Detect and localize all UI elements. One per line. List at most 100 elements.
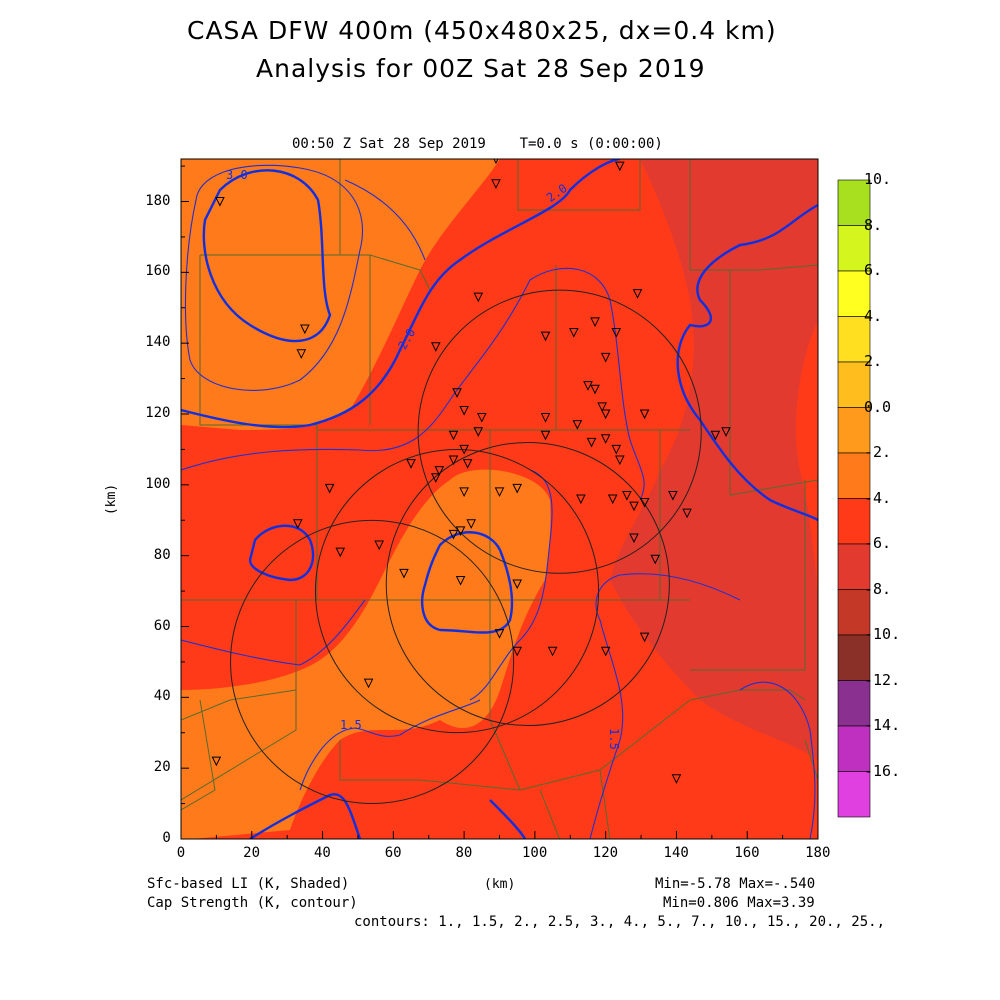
station-marker (600, 409, 611, 420)
station-marker (215, 197, 225, 207)
station-marker (668, 490, 678, 501)
x-tick-label: 40 (313, 845, 331, 861)
station-marker (569, 328, 579, 338)
x-tick-label: 100 (521, 845, 548, 861)
colorbar-swatch (837, 771, 871, 818)
station-marker (629, 533, 639, 544)
station-marker (629, 501, 639, 512)
station-marker (600, 434, 611, 444)
station-markers (211, 159, 731, 784)
contour-label-3p0: 3.0 (226, 168, 248, 182)
station-marker (430, 473, 441, 483)
y-tick-label: 120 (145, 405, 171, 421)
colorbar-swatch (837, 543, 871, 590)
station-marker (296, 349, 307, 359)
x-tick-label: 60 (384, 845, 402, 861)
station-marker (590, 317, 600, 328)
station-marker (607, 494, 618, 505)
footer-contour-levels: contours: 1., 1.5, 2., 2.5, 3., 4., 5., … (354, 914, 886, 930)
station-marker (615, 455, 625, 466)
contour-2p0-center (421, 531, 514, 634)
station-marker (473, 427, 484, 437)
station-marker (586, 437, 597, 448)
contour-1p5-nw (184, 164, 364, 391)
radar-ring-3 (385, 441, 670, 727)
radar-ring-4 (417, 289, 702, 574)
station-marker (671, 774, 682, 784)
station-marker (399, 568, 409, 579)
station-marker (335, 547, 346, 558)
x-tick-label: 0 (176, 845, 186, 861)
colorbar-label: -10. (864, 625, 901, 643)
station-marker (459, 405, 469, 416)
colorbar-label: 0.0 (864, 397, 892, 416)
radar-ring-2 (314, 449, 600, 734)
contour-3p0-north (202, 169, 332, 343)
station-marker (540, 331, 551, 342)
shade-northwest-inner (190, 171, 354, 373)
station-marker (512, 646, 523, 657)
colorbar-label: -4. (864, 488, 892, 507)
station-marker (600, 352, 611, 363)
station-marker (455, 575, 466, 586)
y-tick-label: 100 (145, 475, 171, 492)
station-marker (639, 409, 650, 420)
station-marker (211, 756, 222, 767)
plot-subtitle: 00:50 Z Sat 28 Sep 2019 T=0.0 s (0:00:00… (292, 136, 663, 152)
station-marker (572, 420, 583, 430)
station-marker (448, 455, 459, 466)
station-marker (300, 324, 310, 335)
x-tick-label: 140 (663, 845, 689, 861)
colorbar-label: 6. (864, 261, 883, 279)
y-axis-label: (km) (104, 483, 120, 516)
contour-label-1p5-a: 1.5 (340, 718, 362, 732)
station-marker (448, 430, 459, 441)
contour-1p5-center (181, 267, 645, 501)
contour-1p5-se (589, 573, 741, 839)
colorbar-label: -16. (864, 761, 901, 780)
station-marker (710, 430, 721, 441)
footer-contour-minmax: Min=0.806 Max=3.39 (663, 895, 815, 911)
footer-contour-field: Cap Strength (K, contour) (147, 895, 358, 911)
station-marker (448, 529, 459, 540)
colorbar-swatch (837, 361, 871, 408)
shade-east-region (610, 159, 818, 760)
cap-strength-contours (181, 159, 818, 839)
contour-2p0-main (181, 159, 621, 429)
station-marker (292, 519, 303, 529)
station-marker (622, 490, 632, 501)
y-tick-label: 60 (153, 617, 171, 634)
station-marker (324, 483, 335, 494)
station-marker (434, 466, 445, 476)
station-marker (374, 540, 384, 551)
colorbar-swatch (837, 725, 871, 772)
station-marker (459, 487, 469, 498)
colorbar-label: 8. (864, 215, 883, 234)
colorbar-swatch (837, 452, 871, 499)
colorbar-label: -8. (864, 579, 892, 598)
station-marker (494, 487, 505, 498)
y-tick-label: 20 (153, 759, 171, 776)
y-tick-label: 0 (162, 830, 171, 846)
colorbar-label: 2. (864, 352, 883, 370)
contour-2p0-southeast (489, 799, 527, 839)
colorbar-swatch (837, 270, 871, 317)
station-marker (476, 413, 487, 423)
station-marker (459, 444, 469, 455)
colorbar-label: -12. (864, 670, 901, 689)
footer-shaded-minmax: Min=-5.78 Max=-.540 (655, 876, 816, 892)
y-tick-label: 180 (145, 192, 171, 209)
station-marker (430, 342, 441, 352)
station-marker (597, 402, 607, 413)
station-marker (455, 526, 466, 536)
station-marker (682, 508, 692, 519)
colorbar-label: 10. (864, 170, 892, 188)
colorbar-swatch (837, 225, 871, 272)
footer-x-unit: (km) (484, 877, 516, 892)
figure-title-line1: CASA DFW 400m (450x480x25, dx=0.4 km) (187, 16, 777, 45)
contour-2p0-west (248, 524, 315, 582)
shade-warm-center (181, 469, 551, 839)
station-marker (540, 430, 551, 441)
y-tick-label: 80 (153, 546, 171, 563)
